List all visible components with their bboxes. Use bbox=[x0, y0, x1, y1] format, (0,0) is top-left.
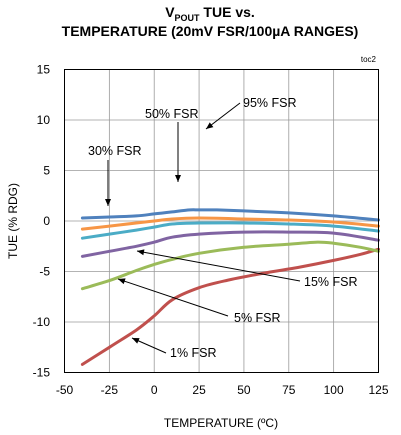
series-group bbox=[80, 208, 380, 366]
x-tick-label: 50 bbox=[237, 383, 251, 397]
y-tick-label: 5 bbox=[43, 164, 50, 178]
callout-arrowhead bbox=[206, 122, 214, 129]
y-axis-label: TUE (% RDG) bbox=[6, 183, 20, 259]
callout-leader bbox=[136, 250, 301, 282]
chart-title-line2: TEMPERATURE (20mV FSR/100µA RANGES) bbox=[62, 23, 359, 39]
x-tick-label: 100 bbox=[324, 383, 344, 397]
callout-leader bbox=[117, 278, 229, 317]
y-tick-label: 15 bbox=[37, 63, 51, 77]
figure-tag: toc2 bbox=[361, 55, 377, 64]
callout-arrowhead bbox=[105, 199, 111, 206]
callout-arrowhead bbox=[118, 278, 126, 285]
y-tick-label: 0 bbox=[43, 214, 50, 228]
y-tick-label: -5 bbox=[39, 265, 50, 279]
series-line-30-fsr bbox=[80, 221, 380, 240]
x-tick-label: 25 bbox=[192, 383, 206, 397]
annotation-label: 5% FSR bbox=[234, 311, 281, 325]
series-line-50-fsr bbox=[80, 216, 380, 231]
annotation-label: 50% FSR bbox=[145, 107, 199, 121]
y-tick-label: 10 bbox=[37, 113, 51, 127]
series-line-5-fsr bbox=[80, 240, 380, 291]
y-tick-label: -15 bbox=[33, 366, 51, 380]
series-line-95-fsr bbox=[80, 208, 380, 222]
x-tick-label: -50 bbox=[56, 383, 74, 397]
callout-arrowhead bbox=[175, 175, 181, 182]
chart-title-line1: VPOUT TUE vs. bbox=[165, 4, 255, 23]
x-tick-label: 0 bbox=[151, 383, 158, 397]
series-line-15-fsr bbox=[80, 230, 380, 258]
annotation-label: 95% FSR bbox=[243, 96, 297, 110]
callout-arrowhead bbox=[132, 338, 140, 344]
plot-frame bbox=[64, 69, 379, 373]
annotation-label: 15% FSR bbox=[304, 275, 358, 289]
x-axis-label: TEMPERATURE (ºC) bbox=[164, 416, 278, 430]
x-tick-label: 125 bbox=[368, 383, 388, 397]
annotation-label: 30% FSR bbox=[88, 144, 142, 158]
annotations: 50% FSR 95% FSR 30% FSR 15% FSR 5% FSR 1% FSR bbox=[88, 96, 358, 360]
y-tick-label: -10 bbox=[33, 315, 51, 329]
callout-arrowhead bbox=[137, 249, 145, 256]
x-tick-label: -25 bbox=[101, 383, 119, 397]
series-line-1-fsr bbox=[80, 247, 380, 366]
callout-leader bbox=[205, 102, 241, 130]
x-tick-label: 75 bbox=[282, 383, 296, 397]
annotation-label: 1% FSR bbox=[170, 346, 217, 360]
